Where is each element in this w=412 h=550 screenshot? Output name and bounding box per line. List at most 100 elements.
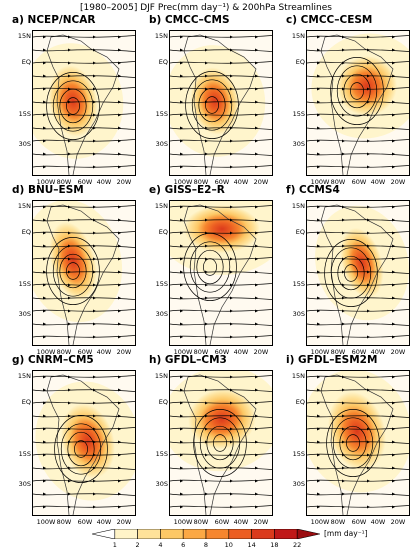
stream-arrow <box>392 505 395 509</box>
stream-arrow <box>367 479 370 483</box>
colorbar-level-label: 22 <box>293 541 302 549</box>
colorbar-units: [mm day⁻¹] <box>324 529 368 538</box>
stream-arrow <box>392 388 395 392</box>
stream-arrow <box>43 401 46 405</box>
stream-arrow <box>43 48 46 52</box>
stream-arrow <box>93 296 96 300</box>
lat-tick-label: 30S <box>155 480 168 488</box>
stream-arrow <box>68 87 71 91</box>
lat-tick-label: EQ <box>295 398 305 406</box>
stream-arrow <box>367 48 370 52</box>
stream-arrow <box>342 505 345 509</box>
stream-arrow <box>205 74 208 78</box>
stream-arrow <box>205 113 208 117</box>
lat-tick-label: EQ <box>21 58 31 66</box>
stream-arrow <box>205 388 208 392</box>
stream-arrow <box>68 126 71 130</box>
stream-arrow <box>68 100 71 104</box>
stream-arrow <box>342 296 345 300</box>
stream-arrow <box>317 492 320 496</box>
lon-tick-label: 20W <box>253 178 269 186</box>
stream-arrow <box>205 48 208 52</box>
stream-arrow <box>317 453 320 457</box>
lat-tick-label: EQ <box>158 398 168 406</box>
stream-arrow <box>342 74 345 78</box>
stream-arrow <box>317 165 320 169</box>
stream-arrow <box>317 257 320 261</box>
stream-arrow <box>43 231 46 235</box>
stream-arrow <box>93 283 96 287</box>
stream-arrow <box>68 414 71 418</box>
lon-tick-label: 40W <box>370 178 386 186</box>
stream-arrow <box>230 218 233 222</box>
lat-tick-label: 15N <box>17 202 31 210</box>
stream-arrow <box>93 231 96 235</box>
stream-arrow <box>118 388 121 392</box>
map-area <box>306 30 410 176</box>
stream-arrow <box>317 87 320 91</box>
stream-arrow <box>180 427 183 431</box>
stream-arrow <box>367 165 370 169</box>
stream-arrow <box>392 453 395 457</box>
stream-arrow <box>367 218 370 222</box>
stream-arrow <box>43 270 46 274</box>
lon-tick-label: 60W <box>77 178 93 186</box>
stream-arrow <box>93 388 96 392</box>
stream-arrow <box>205 492 208 496</box>
stream-arrow <box>317 479 320 483</box>
stream-arrow <box>43 35 46 39</box>
lon-tick-label: 100W <box>36 178 56 186</box>
coastline <box>46 374 120 515</box>
stream-arrow <box>255 283 258 287</box>
stream-arrow <box>255 244 258 248</box>
lat-tick-label: 15S <box>292 110 305 118</box>
precip-blob <box>49 221 97 301</box>
stream-arrow <box>68 492 71 496</box>
stream-arrow <box>180 335 183 339</box>
stream-arrow <box>342 401 345 405</box>
stream-arrow <box>392 87 395 91</box>
lon-tick-label: 20W <box>116 348 132 356</box>
stream-arrow <box>118 48 121 52</box>
stream-arrow <box>93 335 96 339</box>
lat-tick-label: 15N <box>154 32 168 40</box>
lat-tick-label: 15N <box>291 372 305 380</box>
stream-arrow <box>205 440 208 444</box>
stream-arrow <box>367 139 370 143</box>
stream-arrow <box>68 165 71 169</box>
stream-arrow <box>230 100 233 104</box>
stream-arrow <box>255 375 258 379</box>
stream-arrow <box>118 401 121 405</box>
stream-arrow <box>392 375 395 379</box>
stream-arrow <box>342 244 345 248</box>
stream-arrow <box>317 270 320 274</box>
stream-arrow <box>118 126 121 130</box>
stream-arrow <box>342 453 345 457</box>
panel-title: h) GFDL–CM3 <box>149 354 227 366</box>
stream-arrow <box>230 87 233 91</box>
stream-arrow <box>180 126 183 130</box>
colorbar-swatch <box>251 529 275 539</box>
stream-arrow <box>205 205 208 209</box>
lat-tick-label: 15S <box>18 280 31 288</box>
stream-arrow <box>317 244 320 248</box>
stream-arrow <box>342 479 345 483</box>
stream-arrow <box>68 244 71 248</box>
stream-arrow <box>205 152 208 156</box>
stream-arrow <box>255 388 258 392</box>
stream-arrow <box>68 375 71 379</box>
stream-arrow <box>367 87 370 91</box>
lon-tick-label: 20W <box>253 518 269 526</box>
stream-arrow <box>68 427 71 431</box>
stream-arrow <box>230 152 233 156</box>
stream-arrow <box>230 492 233 496</box>
lon-tick-label: 80W <box>193 178 209 186</box>
colorbar-level-label: 14 <box>247 541 256 549</box>
stream-arrow <box>205 165 208 169</box>
stream-arrow <box>205 414 208 418</box>
stream-arrow <box>68 388 71 392</box>
panel-title: f) CCMS4 <box>286 184 340 196</box>
stream-arrow <box>317 113 320 117</box>
stream-arrow <box>43 244 46 248</box>
stream-arrow <box>205 61 208 65</box>
